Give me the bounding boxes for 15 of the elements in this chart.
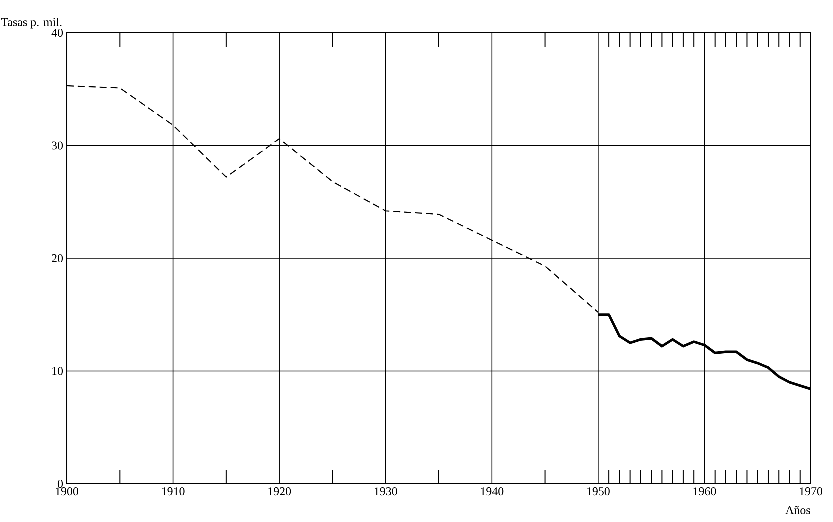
y-tick-label: 0 [58,480,64,488]
y-tick-label: 20 [52,254,64,263]
x-tick-label: 1960 [694,488,716,496]
x-tick-label: 1900 [56,488,78,496]
y-tick-label: 10 [52,367,64,376]
y-tick-label: 40 [52,28,64,38]
x-tick-label: 1970 [800,488,822,496]
x-tick-label: 1910 [162,488,185,496]
x-tick-label: 1950 [588,488,610,496]
y-tick-label: 30 [52,142,64,150]
x-axis-title: Años [786,506,810,514]
x-tick-label: 1920 [268,488,292,496]
x-tick-label: 1940 [481,488,504,496]
y-axis-title: Tasas p. mil. [1,18,62,29]
x-tick-label: 1930 [374,488,398,496]
